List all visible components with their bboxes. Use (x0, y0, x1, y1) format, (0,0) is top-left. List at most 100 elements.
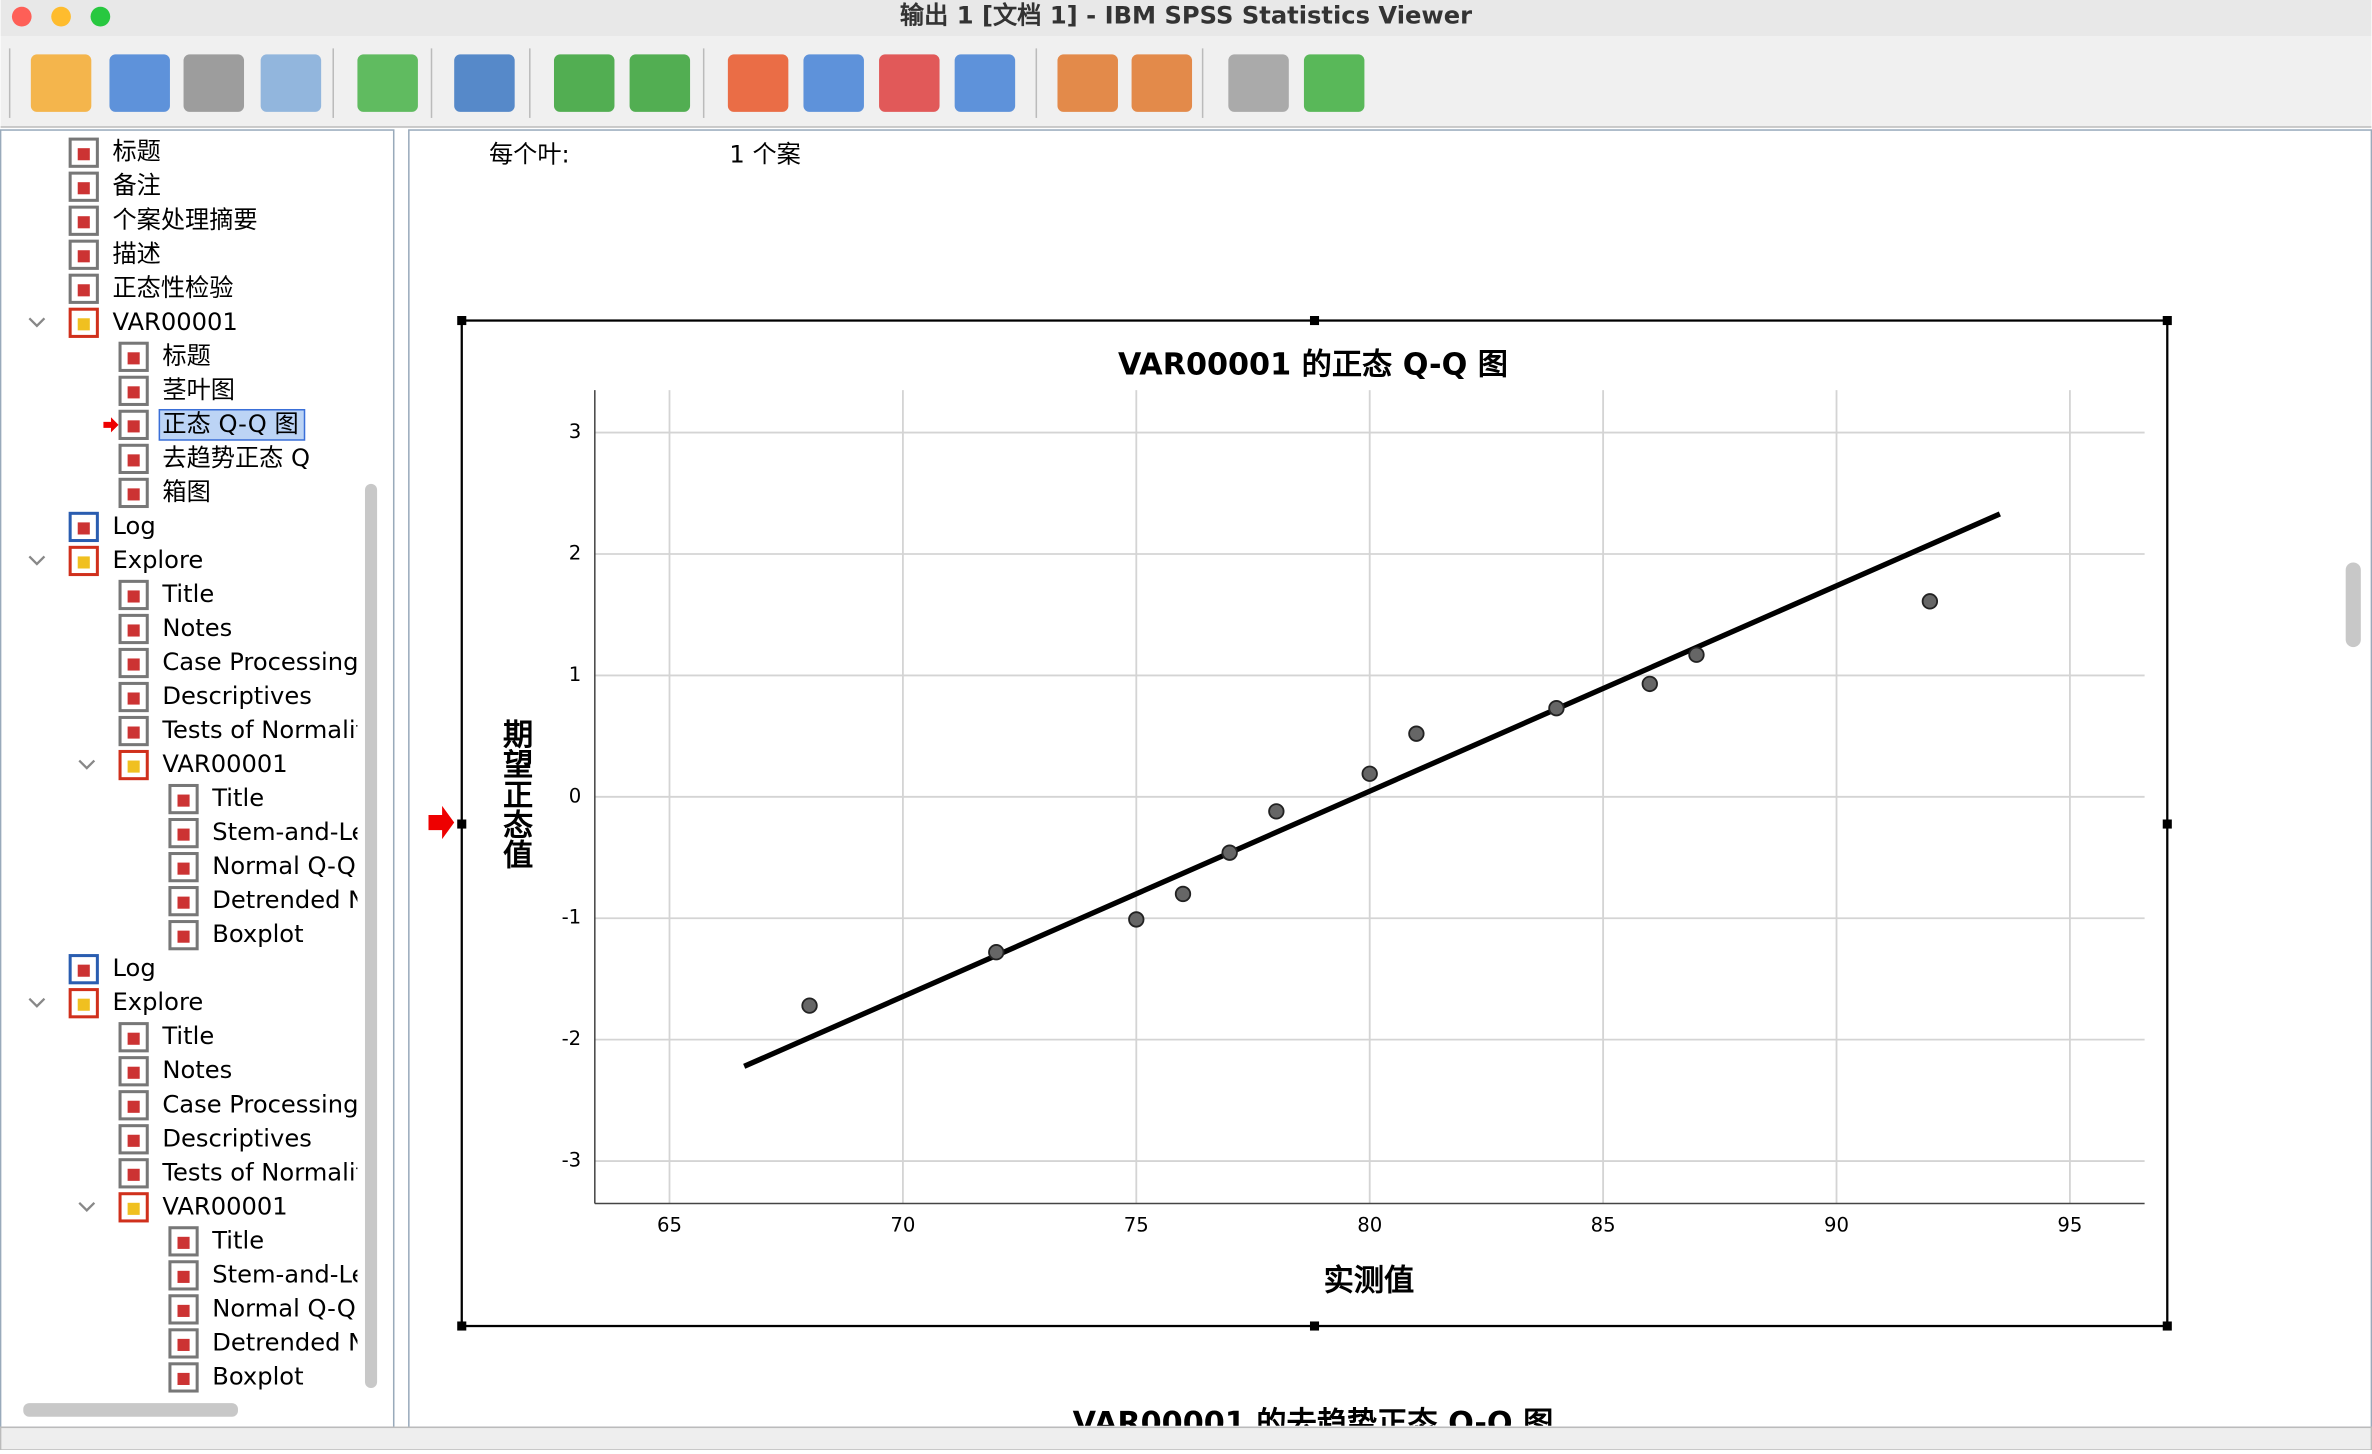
tree-toggle[interactable] (78, 1201, 96, 1212)
resize-handle[interactable] (2162, 316, 2172, 326)
window-title: 输出 1 [文档 1] - IBM SPSS Statistics Viewer (900, 2, 1472, 30)
tree-icon (118, 1124, 149, 1155)
tree-item[interactable]: Descriptives (162, 1124, 311, 1152)
tree-item[interactable]: 标题 (162, 342, 210, 370)
tree-item[interactable]: 标题 (112, 138, 160, 166)
tree-icon (118, 681, 149, 713)
tree-item[interactable]: 正态性检验 (112, 274, 233, 302)
toolbar-button[interactable] (727, 54, 789, 112)
toolbar-button[interactable] (260, 54, 322, 112)
resize-handle[interactable] (457, 1321, 467, 1331)
zoom-button[interactable] (90, 6, 111, 27)
tree-icon-mark (77, 556, 90, 569)
tree-toggle[interactable] (28, 997, 46, 1008)
x-tick-label: 85 (1591, 1214, 1616, 1237)
resize-handle[interactable] (1309, 316, 1320, 326)
minimize-button[interactable] (51, 6, 71, 27)
toolbar-button[interactable] (954, 54, 1016, 112)
tree-item[interactable]: Stem-and-Le (212, 1260, 366, 1288)
tree-item[interactable]: Notes (162, 614, 232, 642)
tree-item[interactable]: Notes (162, 1056, 232, 1084)
resize-handle[interactable] (2162, 819, 2172, 829)
tree-item[interactable]: Normal Q-Q (212, 1294, 356, 1322)
toolbar-button[interactable] (803, 54, 864, 112)
toolbar-button[interactable] (1057, 54, 1118, 112)
tree-icon-mark (177, 1338, 190, 1351)
toolbar-button[interactable] (553, 54, 615, 112)
toolbar-button[interactable] (30, 54, 92, 112)
tree-item[interactable]: Boxplot (212, 1362, 303, 1390)
selection-arrow (428, 805, 455, 840)
content-scrollbar[interactable] (2345, 562, 2361, 648)
tree-item[interactable]: 备注 (112, 172, 160, 200)
tree-icon-mark (177, 862, 190, 875)
tree-item[interactable]: 箱图 (162, 478, 210, 506)
tree-toggle[interactable] (28, 317, 46, 328)
tree-item[interactable]: Log (112, 512, 155, 540)
toolbar-button[interactable] (629, 54, 691, 112)
tree-item[interactable]: 正态 Q-Q 图 (162, 410, 298, 438)
x-tick-label: 90 (1824, 1214, 1849, 1237)
tree-icon-mark (127, 590, 140, 603)
tree-item[interactable]: Detrended N (212, 886, 366, 914)
tree-item[interactable]: Boxplot (212, 920, 303, 948)
tree-hscrollbar[interactable] (23, 1403, 238, 1417)
tree-toggle[interactable] (28, 555, 46, 566)
tree-item[interactable]: Descriptives (162, 682, 311, 710)
tree-icon-mark (177, 896, 190, 909)
tree-item[interactable]: Title (161, 580, 214, 608)
data-point (1174, 885, 1192, 903)
tree-item[interactable]: 描述 (112, 240, 160, 268)
tree-item[interactable]: Tests of Normalit (161, 1158, 365, 1186)
resize-handle[interactable] (1309, 1321, 1320, 1331)
tree-item[interactable]: VAR00001 (112, 308, 237, 336)
close-button[interactable] (11, 6, 32, 27)
tree-item[interactable]: Normal Q-Q (212, 852, 356, 880)
toolbar-button[interactable] (357, 54, 418, 112)
tree-item[interactable]: 个案处理摘要 (112, 206, 257, 234)
next-chart-title: VAR00001 的去趋势正态 Q-Q 图 (1073, 1406, 1554, 1441)
tree-item[interactable]: VAR00001 (162, 750, 287, 778)
tree-item[interactable]: Tests of Normalit (161, 716, 365, 744)
tree-icon (118, 613, 149, 645)
resize-handle[interactable] (457, 316, 467, 326)
tree-item[interactable]: Title (161, 1022, 214, 1050)
tree-icon-mark (77, 522, 90, 535)
tree-icon (118, 1158, 149, 1189)
toolbar-button[interactable] (879, 54, 940, 112)
tree-scrollbar[interactable] (364, 483, 378, 1389)
tree-icon (68, 954, 99, 985)
y-tick-label: -1 (562, 906, 582, 929)
tree-item[interactable]: 去趋势正态 Q (162, 444, 310, 472)
toolbar-button[interactable] (109, 54, 170, 112)
selection-highlight (158, 408, 306, 441)
tree-item[interactable]: Title (211, 784, 264, 812)
tree-item[interactable]: Stem-and-Le (212, 818, 366, 846)
tree-item[interactable]: Explore (112, 988, 203, 1016)
tree-item[interactable]: Detrended N (212, 1328, 366, 1356)
tree-toggle[interactable] (78, 759, 96, 770)
toolbar-button[interactable] (183, 54, 245, 112)
tree-item[interactable]: 茎叶图 (162, 376, 235, 404)
tree-item[interactable]: Title (211, 1226, 264, 1254)
tree-item[interactable]: VAR00001 (162, 1192, 287, 1220)
tree-item[interactable]: Log (112, 954, 155, 982)
toolbar-button[interactable] (1131, 54, 1193, 112)
tree-icon-mark (127, 1168, 140, 1181)
tree-item[interactable]: Case Processing (162, 1090, 358, 1118)
tree-item[interactable]: Explore (112, 546, 203, 574)
leaf-value: 1 个案 (729, 141, 800, 169)
resize-handle[interactable] (457, 819, 467, 829)
tree-icon-mark (177, 828, 190, 841)
y-tick-label: 1 (569, 663, 582, 686)
tree-icon-mark (177, 1236, 190, 1249)
toolbar-button[interactable] (1228, 54, 1289, 112)
toolbar-button[interactable] (1303, 54, 1365, 112)
tree-icon-mark (177, 930, 190, 943)
tree-item[interactable]: Case Processing (162, 648, 358, 676)
toolbar-button[interactable] (454, 54, 515, 112)
tree-icon-mark (77, 148, 90, 161)
data-point (1548, 700, 1565, 717)
resize-handle[interactable] (2162, 1321, 2172, 1331)
tree-icon-mark (127, 1100, 140, 1113)
